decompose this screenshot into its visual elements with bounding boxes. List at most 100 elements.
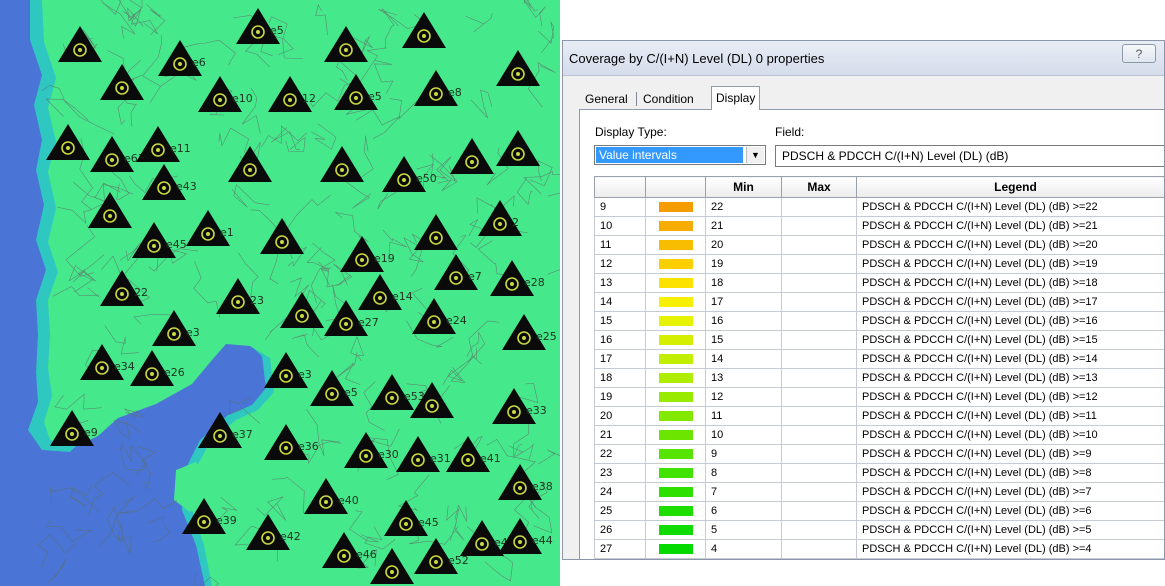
site-marker[interactable] xyxy=(496,130,540,166)
site-marker[interactable]: e46 xyxy=(322,532,377,568)
max-cell[interactable] xyxy=(781,406,857,426)
site-marker[interactable]: e8 xyxy=(414,70,462,106)
table-row[interactable]: 24 7 PDSCH & PDCCH C/(I+N) Level (DL) (dB)… xyxy=(594,482,1164,502)
min-cell[interactable]: 12 xyxy=(705,387,782,407)
row-index-cell[interactable]: 12 xyxy=(594,254,646,274)
site-marker[interactable] xyxy=(58,26,102,62)
site-marker[interactable]: 2 xyxy=(478,200,522,236)
color-cell[interactable] xyxy=(645,197,706,217)
tab-condition[interactable]: Condition xyxy=(643,92,694,106)
site-marker[interactable] xyxy=(410,382,454,418)
site-marker[interactable]: e7 xyxy=(434,254,482,290)
min-cell[interactable]: 16 xyxy=(705,311,782,331)
legend-cell[interactable]: PDSCH & PDCCH C/(I+N) Level (DL) (dB) >=… xyxy=(856,482,1164,502)
site-marker[interactable]: e44 xyxy=(498,518,553,554)
dropdown-arrow-icon[interactable]: ▼ xyxy=(746,147,764,163)
table-row[interactable]: 14 17 PDSCH & PDCCH C/(I+N) Level (DL) (dB… xyxy=(594,292,1164,312)
max-cell[interactable] xyxy=(781,501,857,521)
row-index-cell[interactable]: 11 xyxy=(594,235,646,255)
row-index-cell[interactable]: 17 xyxy=(594,349,646,369)
min-cell[interactable]: 5 xyxy=(705,520,782,540)
row-index-cell[interactable]: 24 xyxy=(594,482,646,502)
min-cell[interactable]: 11 xyxy=(705,406,782,426)
min-cell[interactable]: 9 xyxy=(705,444,782,464)
legend-cell[interactable]: PDSCH & PDCCH C/(I+N) Level (DL) (dB) >=… xyxy=(856,216,1164,236)
site-marker[interactable]: e61 xyxy=(90,136,145,172)
color-cell[interactable] xyxy=(645,444,706,464)
site-marker[interactable] xyxy=(228,146,272,182)
site-marker[interactable]: e40 xyxy=(304,478,359,514)
color-cell[interactable] xyxy=(645,463,706,483)
site-marker[interactable]: e19 xyxy=(340,236,395,272)
site-marker[interactable] xyxy=(88,192,132,228)
table-row[interactable]: 16 15 PDSCH & PDCCH C/(I+N) Level (DL) (dB… xyxy=(594,330,1164,350)
index-column-header[interactable] xyxy=(594,176,646,198)
row-index-cell[interactable]: 25 xyxy=(594,501,646,521)
legend-cell[interactable]: PDSCH & PDCCH C/(I+N) Level (DL) (dB) >=… xyxy=(856,349,1164,369)
max-cell[interactable] xyxy=(781,444,857,464)
legend-cell[interactable]: PDSCH & PDCCH C/(I+N) Level (DL) (dB) >=… xyxy=(856,463,1164,483)
site-marker[interactable] xyxy=(450,138,494,174)
site-marker[interactable]: e6 xyxy=(158,40,206,76)
table-row[interactable]: 26 5 PDSCH & PDCCH C/(I+N) Level (DL) (dB)… xyxy=(594,520,1164,540)
row-index-cell[interactable]: 10 xyxy=(594,216,646,236)
table-row[interactable]: 22 9 PDSCH & PDCCH C/(I+N) Level (DL) (dB)… xyxy=(594,444,1164,464)
legend-cell[interactable]: PDSCH & PDCCH C/(I+N) Level (DL) (dB) >=… xyxy=(856,444,1164,464)
table-row[interactable]: 15 16 PDSCH & PDCCH C/(I+N) Level (DL) (dB… xyxy=(594,311,1164,331)
max-cell[interactable] xyxy=(781,292,857,312)
max-cell[interactable] xyxy=(781,425,857,445)
max-cell[interactable] xyxy=(781,368,857,388)
site-marker[interactable]: e3 xyxy=(152,310,200,346)
legend-column-header[interactable]: Legend xyxy=(856,176,1164,198)
color-cell[interactable] xyxy=(645,482,706,502)
color-cell[interactable] xyxy=(645,216,706,236)
color-cell[interactable] xyxy=(645,273,706,293)
site-marker[interactable]: e38 xyxy=(498,464,553,500)
row-index-cell[interactable]: 19 xyxy=(594,387,646,407)
row-index-cell[interactable]: 27 xyxy=(594,539,646,559)
max-cell[interactable] xyxy=(781,539,857,559)
dialog-titlebar[interactable]: Coverage by C/(I+N) Level (DL) 0 propert… xyxy=(563,41,1164,76)
color-cell[interactable] xyxy=(645,311,706,331)
site-marker[interactable]: e14 xyxy=(358,274,413,310)
max-cell[interactable] xyxy=(781,463,857,483)
site-marker[interactable]: e1 xyxy=(186,210,234,246)
min-cell[interactable]: 13 xyxy=(705,368,782,388)
site-marker[interactable]: e41 xyxy=(446,436,501,472)
site-marker[interactable] xyxy=(414,214,458,250)
color-cell[interactable] xyxy=(645,254,706,274)
field-input[interactable]: PDSCH & PDCCH C/(I+N) Level (DL) (dB) xyxy=(775,145,1164,167)
min-cell[interactable]: 10 xyxy=(705,425,782,445)
display-type-select[interactable]: Value intervals ▼ xyxy=(594,145,766,165)
color-cell[interactable] xyxy=(645,349,706,369)
site-marker[interactable]: e10 xyxy=(198,76,253,112)
site-marker[interactable] xyxy=(260,218,304,254)
site-marker[interactable] xyxy=(402,12,446,48)
min-cell[interactable]: 4 xyxy=(705,539,782,559)
tab-general[interactable]: General xyxy=(585,92,628,106)
table-row[interactable]: 12 19 PDSCH & PDCCH C/(I+N) Level (DL) (dB… xyxy=(594,254,1164,274)
site-marker[interactable] xyxy=(320,146,364,182)
tab-display[interactable]: Display xyxy=(711,86,761,110)
site-marker[interactable] xyxy=(100,64,144,100)
row-index-cell[interactable]: 16 xyxy=(594,330,646,350)
max-cell[interactable] xyxy=(781,216,857,236)
color-column-header[interactable] xyxy=(645,176,706,198)
table-row[interactable]: 9 22 PDSCH & PDCCH C/(I+N) Level (DL) (dB)… xyxy=(594,197,1164,217)
min-cell[interactable]: 18 xyxy=(705,273,782,293)
legend-cell[interactable]: PDSCH & PDCCH C/(I+N) Level (DL) (dB) >=… xyxy=(856,311,1164,331)
site-marker[interactable]: e45 xyxy=(384,500,439,536)
site-marker[interactable] xyxy=(280,292,324,328)
site-marker[interactable]: e27 xyxy=(324,300,379,336)
site-marker[interactable]: 22 xyxy=(100,270,148,306)
site-marker[interactable]: e5 xyxy=(310,370,358,406)
site-marker[interactable]: e34 xyxy=(80,344,135,380)
max-cell[interactable] xyxy=(781,482,857,502)
color-cell[interactable] xyxy=(645,520,706,540)
site-marker[interactable]: e53 xyxy=(370,374,425,410)
row-index-cell[interactable]: 9 xyxy=(594,197,646,217)
max-cell[interactable] xyxy=(781,197,857,217)
legend-cell[interactable]: PDSCH & PDCCH C/(I+N) Level (DL) (dB) >=… xyxy=(856,387,1164,407)
help-button[interactable]: ? xyxy=(1122,44,1156,63)
